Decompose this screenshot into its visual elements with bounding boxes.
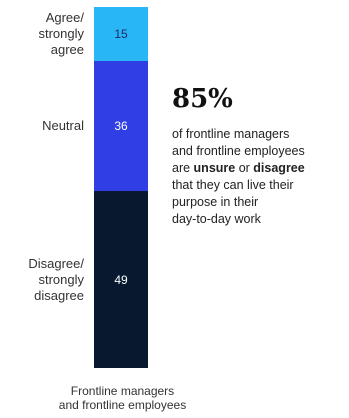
callout-percent: 85% bbox=[172, 84, 233, 114]
series-label: Agree/strongly agree bbox=[38, 10, 84, 58]
bar-segment: 36 bbox=[94, 61, 148, 192]
series-label: Neutral bbox=[42, 118, 84, 134]
callout-text: of frontline managers and frontline emplo… bbox=[172, 127, 305, 226]
callout: 85% of frontline managers and frontline e… bbox=[172, 84, 347, 228]
x-axis-label: Frontline managers and frontline employee… bbox=[58, 384, 187, 412]
bar-value-label: 15 bbox=[114, 27, 128, 42]
bar-value-label: 36 bbox=[114, 119, 128, 134]
series-label: Disagree/strongly disagree bbox=[28, 255, 84, 303]
bar-segment: 49 bbox=[94, 191, 148, 368]
bar-segment: 15 bbox=[94, 7, 148, 62]
bar-value-label: 49 bbox=[114, 272, 128, 287]
